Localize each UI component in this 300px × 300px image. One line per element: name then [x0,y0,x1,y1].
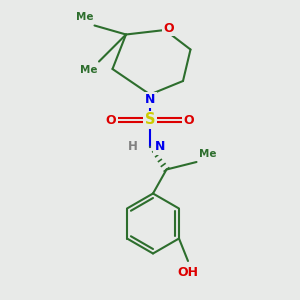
Text: S: S [145,112,155,128]
Text: Me: Me [199,149,216,159]
Text: N: N [145,93,155,106]
Text: O: O [106,113,116,127]
Text: Me: Me [76,12,93,22]
Text: OH: OH [178,266,199,278]
Text: H: H [128,140,138,154]
Text: Me: Me [80,65,98,75]
Text: O: O [184,113,194,127]
Text: O: O [163,22,174,35]
Text: N: N [154,140,165,154]
